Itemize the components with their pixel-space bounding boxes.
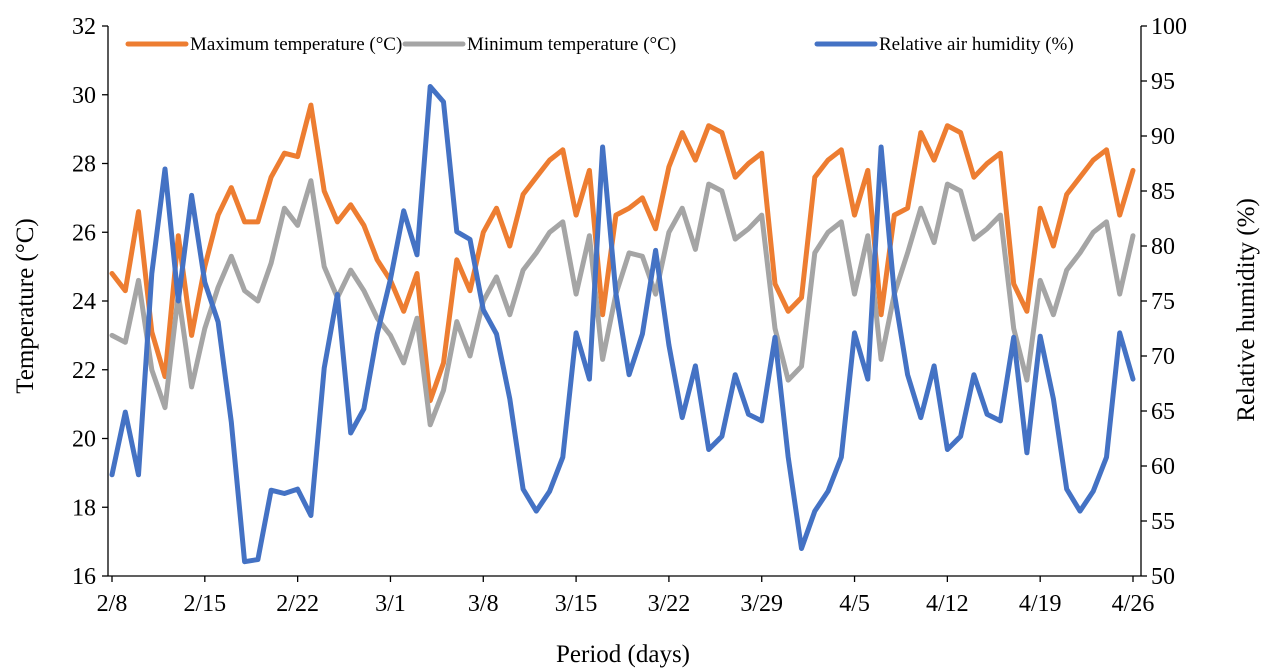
x-tick-label: 3/1 <box>375 591 406 617</box>
legend-label-3: Relative air humidity (%) <box>879 34 1074 55</box>
legend-label-1: Maximum temperature (°C) <box>190 34 402 55</box>
y-tick-label-right: 75 <box>1151 289 1175 315</box>
y-tick-label-right: 100 <box>1151 14 1187 40</box>
x-tick-label: 3/15 <box>555 591 598 617</box>
x-tick-label: 2/8 <box>97 591 128 617</box>
y-tick-label-left: 22 <box>72 358 96 384</box>
x-tick-label: 4/5 <box>839 591 870 617</box>
y-tick-label-right: 55 <box>1151 509 1175 535</box>
y-axis-title-left: Temperature (°C) <box>12 218 39 394</box>
x-tick-label: 4/12 <box>926 591 969 617</box>
y-tick-label-right: 90 <box>1151 124 1175 150</box>
y-tick-label-right: 60 <box>1151 454 1175 480</box>
y-tick-label-right: 95 <box>1151 69 1175 95</box>
x-tick-label: 2/22 <box>276 591 319 617</box>
y-tick-label-left: 20 <box>72 427 96 453</box>
y-tick-label-right: 50 <box>1151 564 1175 590</box>
y-tick-label-left: 32 <box>72 14 96 40</box>
series-line-2 <box>109 178 1136 428</box>
y-tick-label-left: 28 <box>72 152 96 178</box>
y-tick-label-left: 16 <box>72 564 96 590</box>
y-tick-label-right: 65 <box>1151 399 1175 425</box>
y-tick-label-left: 30 <box>72 83 96 109</box>
y-tick-label-right: 70 <box>1151 344 1175 370</box>
series-layer <box>109 84 1136 565</box>
x-tick-label: 3/29 <box>740 591 783 617</box>
legend: Maximum temperature (°C) Minimum temperat… <box>125 34 1074 55</box>
y-tick-label-right: 85 <box>1151 179 1175 205</box>
x-tick-label: 3/22 <box>648 591 691 617</box>
y-axis-title-right: Relative humidity (%) <box>1233 198 1260 422</box>
x-tick-label: 3/8 <box>468 591 499 617</box>
y-tick-label-left: 24 <box>72 289 96 315</box>
series-line-3 <box>109 84 1136 565</box>
x-tick-label: 4/26 <box>1112 591 1155 617</box>
x-axis-title: Period (days) <box>556 641 690 668</box>
x-tick-label: 2/15 <box>183 591 226 617</box>
axes: 16 18 20 22 24 26 28 30 32 50 55 60 65 70 75 80 85 90 95 10… <box>72 14 1187 617</box>
y-tick-label-right: 80 <box>1151 234 1175 260</box>
series-line-1 <box>109 102 1136 404</box>
x-tick-label: 4/19 <box>1019 591 1062 617</box>
y-tick-label-left: 26 <box>72 220 96 246</box>
y-tick-label-left: 18 <box>72 495 96 521</box>
legend-label-2: Minimum temperature (°C) <box>467 34 676 55</box>
